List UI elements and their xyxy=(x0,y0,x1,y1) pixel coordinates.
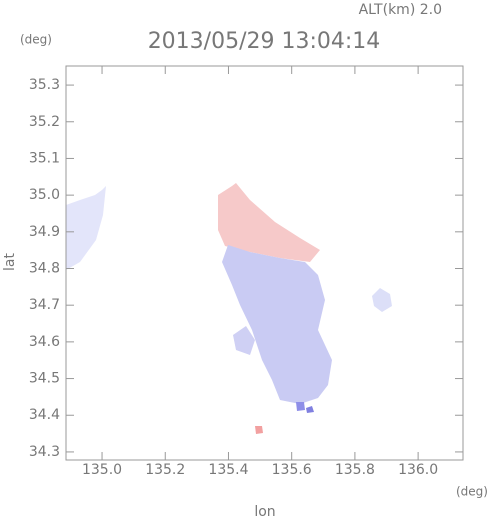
positive-region xyxy=(218,183,320,262)
echo-field xyxy=(66,183,392,434)
x-tick-label: 135.4 xyxy=(208,462,248,478)
y-tick-label: 34.9 xyxy=(29,224,60,240)
x-axis-label: lon xyxy=(254,504,275,520)
y-tick-label: 35.2 xyxy=(29,114,60,130)
y-tick-label: 35.3 xyxy=(29,77,60,93)
x-tick-label: 135.6 xyxy=(272,462,312,478)
y-axis-label: lat xyxy=(2,253,18,271)
weak-region xyxy=(372,288,392,312)
positive-region xyxy=(255,426,263,434)
y-tick-label: 34.7 xyxy=(29,297,60,313)
y-tick-label: 34.8 xyxy=(29,261,60,277)
y-tick-label: 34.5 xyxy=(29,371,60,387)
plot-frame xyxy=(65,65,464,461)
negative-region xyxy=(222,245,332,404)
x-tick-label: 135.0 xyxy=(82,462,122,478)
negative-region xyxy=(306,406,314,413)
y-tick-label: 34.6 xyxy=(29,334,60,350)
y-tick-label: 34.4 xyxy=(29,407,60,423)
y-tick-label: 35.1 xyxy=(29,150,60,166)
negative-region xyxy=(296,402,305,411)
x-tick-label: 135.2 xyxy=(145,462,185,478)
y-unit: (deg) xyxy=(20,33,52,47)
x-unit: (deg) xyxy=(456,485,488,499)
weak-region xyxy=(66,186,106,270)
altitude-label: ALT(km) 2.0 xyxy=(359,2,442,18)
negative-region xyxy=(233,326,255,355)
chart-title: 2013/05/29 13:04:14 xyxy=(148,29,381,54)
x-tick-label: 136.0 xyxy=(398,462,438,478)
x-tick-label: 135.8 xyxy=(335,462,375,478)
y-tick-label: 35.0 xyxy=(29,187,60,203)
y-tick-label: 34.3 xyxy=(29,444,60,460)
